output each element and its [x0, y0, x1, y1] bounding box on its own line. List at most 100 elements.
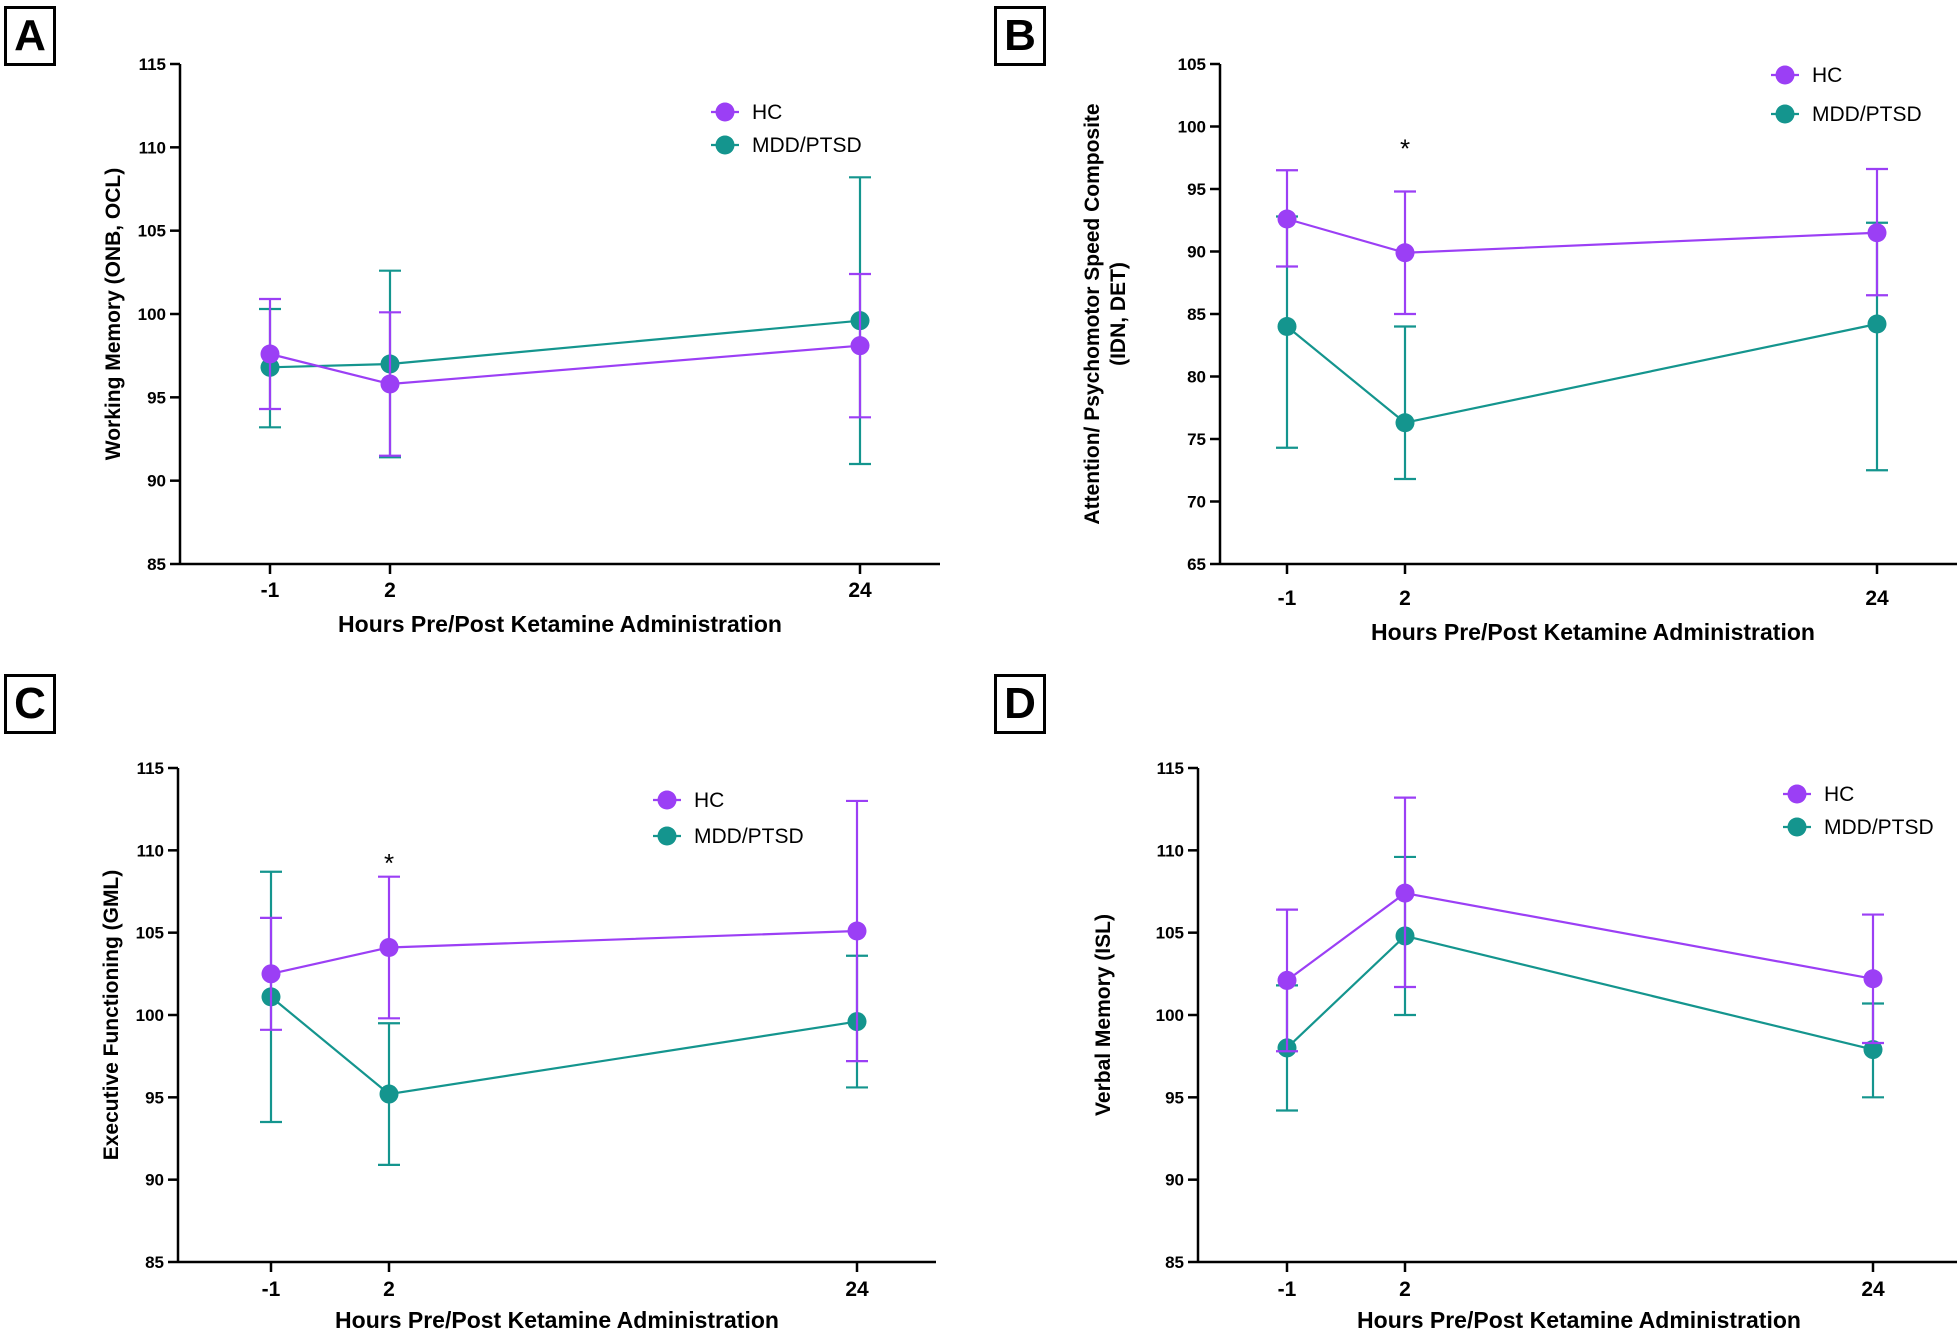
series-line: [1286, 322, 1878, 424]
legend-marker: [657, 826, 677, 846]
legend-label: HC: [752, 101, 782, 124]
y-tick-label: 75: [1187, 430, 1206, 449]
series-mdd-ptsd: [259, 176, 871, 466]
series-line: [1286, 217, 1878, 254]
x-tick-label: 24: [845, 1278, 869, 1301]
panel-label-box: A: [4, 6, 56, 66]
legend-marker: [1787, 784, 1807, 804]
series-line: [270, 929, 858, 975]
series-mdd-ptsd: [1276, 215, 1888, 481]
panel-label: A: [14, 11, 46, 60]
x-tick-label: -1: [262, 1278, 281, 1301]
legend-label: MDD/PTSD: [694, 825, 804, 848]
legend-marker: [1787, 817, 1807, 837]
legend-marker: [1775, 104, 1795, 124]
legend-label: HC: [694, 789, 724, 812]
series-hc: [259, 272, 871, 457]
x-axis-label: Hours Pre/Post Ketamine Administration: [1357, 1307, 1801, 1333]
x-axis-label: Hours Pre/Post Ketamine Administration: [1371, 619, 1815, 645]
y-tick-label: 100: [1178, 118, 1206, 137]
panel-label: B: [1004, 11, 1036, 60]
y-tick-label: 110: [1157, 841, 1184, 860]
series-mdd-ptsd: [1276, 855, 1884, 1112]
x-tick-label: 2: [1399, 1278, 1411, 1301]
data-point: [1863, 1040, 1883, 1060]
y-axis-label: (IDN, DET): [1107, 262, 1130, 366]
y-tick-label: 110: [137, 841, 164, 860]
y-tick-label: 100: [1156, 1006, 1184, 1025]
data-point: [379, 1084, 399, 1104]
y-tick-label: 95: [1187, 180, 1206, 199]
y-tick-label: 95: [145, 1088, 164, 1107]
panel-d: D 85 90 95 100 105 110 115 -1 2 24 Hours Pre/Post …: [990, 668, 1957, 1336]
legend-marker: [715, 102, 735, 122]
legend-marker: [657, 790, 677, 810]
y-axis-label: Attention/ Psychomotor Speed Composite: [1081, 103, 1104, 524]
legend-marker: [1775, 65, 1795, 85]
series-hc: [1276, 167, 1888, 316]
legend-marker: [715, 135, 735, 155]
significance-marker: *: [1400, 133, 1410, 163]
data-point: [1277, 209, 1297, 229]
y-tick-label: 80: [1187, 368, 1206, 387]
x-tick-label: -1: [261, 579, 280, 602]
y-tick-label: 100: [138, 305, 166, 324]
x-tick-label: -1: [1278, 1278, 1297, 1301]
data-point: [1395, 883, 1415, 903]
y-tick-label: 85: [147, 555, 166, 574]
panel-b: B 65 70 75 80 85 90 95 100 105 -1 2 24 Hours Pre/Pos…: [990, 0, 1957, 668]
y-tick-label: 100: [136, 1006, 164, 1025]
data-point: [1863, 969, 1883, 989]
series-hc: [260, 799, 868, 1063]
series-mdd-ptsd: [260, 870, 868, 1166]
chart-d: 85 90 95 100 105 110 115 -1 2 24 Hours Pre/Post Ke…: [1092, 759, 1957, 1333]
y-tick-label: 95: [147, 388, 166, 407]
panel-label-box: B: [994, 6, 1046, 66]
y-tick-label: 90: [145, 1171, 164, 1190]
y-axis-label: Executive Functioning (GML): [100, 870, 123, 1161]
data-point: [380, 374, 400, 394]
y-tick-label: 90: [1187, 243, 1206, 262]
y-tick-label: 115: [1157, 759, 1184, 778]
panel-label: D: [1004, 679, 1036, 728]
y-tick-label: 95: [1165, 1088, 1184, 1107]
y-axis-label: Verbal Memory (ISL): [1092, 914, 1115, 1116]
y-tick-label: 110: [139, 138, 166, 157]
data-point: [260, 344, 280, 364]
panel-label-box: C: [4, 674, 56, 734]
legend-label: MDD/PTSD: [1824, 816, 1934, 839]
chart-b: 65 70 75 80 85 90 95 100 105 -1 2 24 Hours Pre/Post …: [1081, 55, 1957, 645]
panel-c: C 85 90 95 100 105 110 115 -1 2 24 Hours Pre/Post …: [0, 668, 978, 1336]
y-tick-label: 105: [1156, 924, 1184, 943]
legend-label: MDD/PTSD: [1812, 103, 1922, 126]
x-tick-label: 2: [1399, 587, 1411, 610]
y-tick-label: 85: [1165, 1253, 1184, 1272]
data-point: [1867, 314, 1887, 334]
chart-c: 85 90 95 100 105 110 115 -1 2 24 Hours Pre/Post Ke…: [100, 759, 936, 1333]
legend-label: HC: [1812, 64, 1842, 87]
data-point: [847, 921, 867, 941]
y-tick-label: 105: [1178, 55, 1206, 74]
y-tick-label: 85: [145, 1253, 164, 1272]
x-tick-label: 2: [383, 1278, 395, 1301]
x-tick-label: 24: [848, 579, 872, 602]
series-line: [1286, 891, 1874, 982]
series-hc: [1276, 796, 1884, 1053]
panel-label: C: [14, 679, 46, 728]
y-tick-label: 105: [138, 222, 166, 241]
x-tick-label: -1: [1278, 587, 1297, 610]
y-tick-label: 115: [139, 55, 166, 74]
panel-label-box: D: [994, 674, 1046, 734]
y-tick-label: 105: [136, 924, 164, 943]
data-point: [1395, 413, 1415, 433]
x-tick-label: 24: [1861, 1278, 1885, 1301]
series-line: [1286, 934, 1874, 1051]
y-tick-label: 85: [1187, 305, 1206, 324]
significance-marker: *: [384, 848, 394, 878]
data-point: [1277, 317, 1297, 336]
x-axis-label: Hours Pre/Post Ketamine Administration: [335, 1307, 779, 1333]
data-point: [379, 937, 399, 957]
x-tick-label: 2: [384, 579, 396, 602]
y-axis-label: Working Memory (ONB, OCL): [102, 168, 125, 460]
